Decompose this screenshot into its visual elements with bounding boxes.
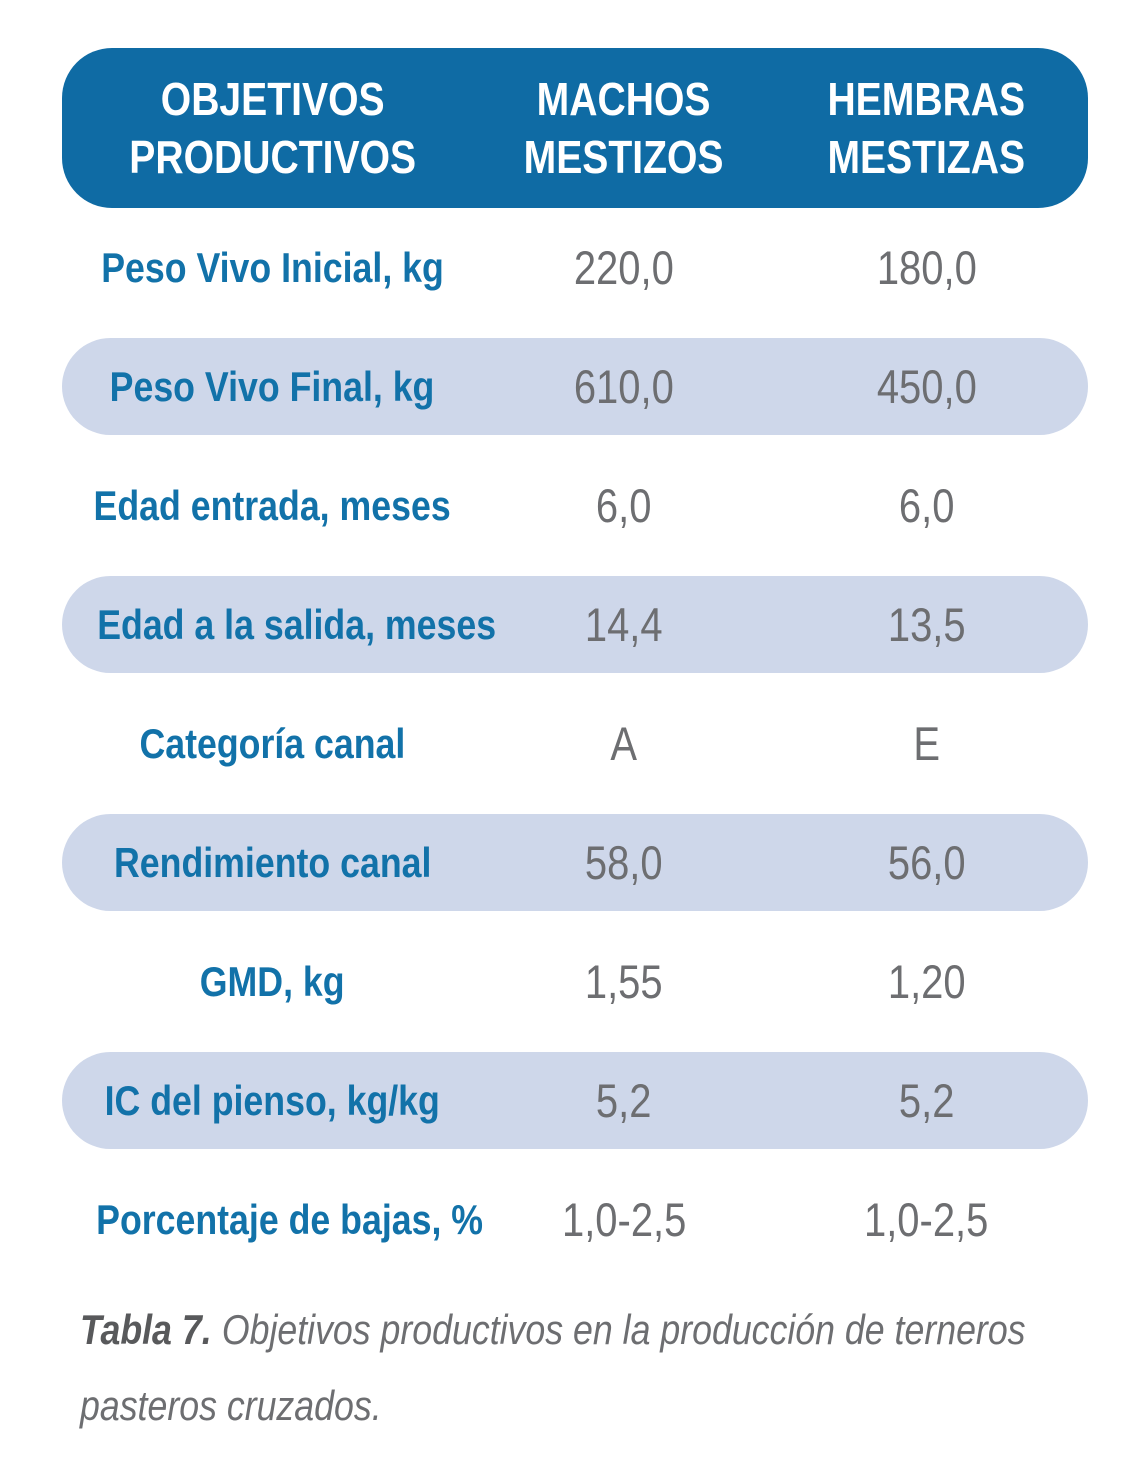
machos-value: A (483, 716, 765, 771)
row-label-text: Rendimiento canal (113, 838, 432, 886)
table-header: OBJETIVOS PRODUCTIVOS MACHOS MESTIZOS HE… (62, 48, 1088, 208)
hembras-value-text: 450,0 (876, 360, 977, 413)
header-line: PRODUCTIVOS (128, 131, 416, 183)
row-label-text: Peso Vivo Inicial, kg (101, 243, 444, 291)
machos-value: 1,55 (483, 954, 765, 1009)
row-label: Edad a la salida, meses (62, 601, 496, 649)
machos-value-text: 6,0 (595, 479, 652, 532)
hembras-value: 6,0 (765, 478, 1088, 533)
table-row: Peso Vivo Final, kg 610,0 450,0 (62, 338, 1088, 435)
table-row: GMD, kg 1,55 1,20 (62, 922, 1088, 1041)
row-label-text: GMD, kg (199, 957, 345, 1005)
header-line: MESTIZAS (827, 131, 1026, 183)
hembras-value-text: 1,0-2,5 (864, 1193, 989, 1246)
row-label: GMD, kg (62, 958, 483, 1006)
hembras-value: 1,20 (765, 954, 1088, 1009)
machos-value-text: 5,2 (595, 1074, 652, 1127)
hembras-value: 5,2 (765, 1073, 1088, 1128)
machos-value: 14,4 (483, 597, 765, 652)
hembras-value: 450,0 (765, 359, 1088, 414)
table-row: Rendimiento canal 58,0 56,0 (62, 814, 1088, 911)
machos-value-text: 58,0 (584, 836, 663, 889)
hembras-value-text: E (913, 717, 940, 770)
table-row: Categoría canal A E (62, 684, 1088, 803)
row-label: IC del pienso, kg/kg (62, 1077, 483, 1125)
productive-objectives-table: OBJETIVOS PRODUCTIVOS MACHOS MESTIZOS HE… (62, 48, 1088, 1279)
header-col-machos-mestizos: MACHOS MESTIZOS (483, 70, 765, 186)
caption-label: Tabla 7. (80, 1306, 212, 1353)
hembras-value: 180,0 (765, 240, 1088, 295)
row-label: Peso Vivo Final, kg (62, 363, 483, 411)
hembras-value: 13,5 (765, 597, 1088, 652)
row-label-text: Porcentaje de bajas, % (96, 1195, 484, 1243)
machos-value: 5,2 (483, 1073, 765, 1128)
table-row: Peso Vivo Inicial, kg 220,0 180,0 (62, 208, 1088, 327)
header-line: HEMBRAS (827, 73, 1026, 125)
header-col-objetivos-productivos: OBJETIVOS PRODUCTIVOS (62, 70, 483, 186)
machos-value: 6,0 (483, 478, 765, 533)
table-row: Edad entrada, meses 6,0 6,0 (62, 446, 1088, 565)
header-line: MESTIZOS (523, 131, 724, 183)
table-row: Edad a la salida, meses 14,4 13,5 (62, 576, 1088, 673)
machos-value: 610,0 (483, 359, 765, 414)
header-col-hembras-mestizas: HEMBRAS MESTIZAS (765, 70, 1088, 186)
machos-value-text: 610,0 (573, 360, 674, 413)
machos-value: 1,0-2,5 (483, 1192, 765, 1247)
caption-text: Objetivos productivos en la producción d… (80, 1306, 1026, 1429)
row-label: Porcentaje de bajas, % (62, 1196, 483, 1244)
machos-value-text: 1,0-2,5 (561, 1193, 686, 1246)
table-row: Porcentaje de bajas, % 1,0-2,5 1,0-2,5 (62, 1160, 1088, 1279)
hembras-value-text: 13,5 (887, 598, 966, 651)
row-label: Peso Vivo Inicial, kg (62, 244, 483, 292)
hembras-value-text: 180,0 (876, 241, 977, 294)
row-label-text: Edad entrada, meses (93, 481, 451, 529)
row-label-text: Edad a la salida, meses (97, 600, 497, 648)
hembras-value: 1,0-2,5 (765, 1192, 1088, 1247)
machos-value-text: 1,55 (584, 955, 663, 1008)
row-label: Rendimiento canal (62, 839, 483, 887)
row-label-text: Categoría canal (139, 719, 406, 767)
row-label: Edad entrada, meses (62, 482, 483, 530)
machos-value: 58,0 (483, 835, 765, 890)
table-row: IC del pienso, kg/kg 5,2 5,2 (62, 1052, 1088, 1149)
hembras-value: E (765, 716, 1088, 771)
row-label-text: IC del pienso, kg/kg (104, 1076, 440, 1124)
machos-value-text: 14,4 (584, 598, 663, 651)
hembras-value-text: 1,20 (887, 955, 966, 1008)
machos-value: 220,0 (483, 240, 765, 295)
hembras-value: 56,0 (765, 835, 1088, 890)
row-label: Categoría canal (62, 720, 483, 768)
hembras-value-text: 5,2 (898, 1074, 955, 1127)
row-label-text: Peso Vivo Final, kg (109, 362, 435, 410)
hembras-value-text: 6,0 (898, 479, 955, 532)
header-line: MACHOS (536, 73, 711, 125)
hembras-value-text: 56,0 (887, 836, 966, 889)
table-caption: Tabla 7. Objetivos productivos en la prod… (80, 1292, 1140, 1444)
machos-value-text: A (610, 717, 638, 770)
header-line: OBJETIVOS (160, 73, 385, 125)
machos-value-text: 220,0 (573, 241, 674, 294)
table-body: Peso Vivo Inicial, kg 220,0 180,0 Peso Vivo… (62, 208, 1088, 1279)
